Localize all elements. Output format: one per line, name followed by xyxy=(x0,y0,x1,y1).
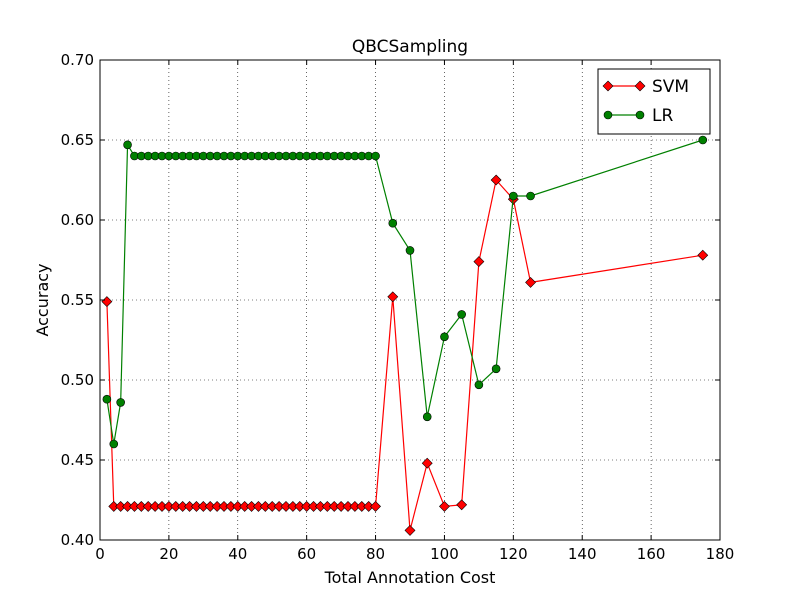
data-point-svm xyxy=(370,500,381,512)
legend-label-svm: SVM xyxy=(652,77,689,97)
data-point-lr xyxy=(474,380,484,390)
data-point-lr xyxy=(491,364,501,374)
data-point-svm xyxy=(404,524,416,536)
x-tick-label: 80 xyxy=(366,545,385,563)
data-point-lr xyxy=(102,394,112,404)
y-tick-label: 0.60 xyxy=(61,211,94,229)
data-point-svm xyxy=(697,249,709,261)
x-tick-label: 140 xyxy=(568,545,597,563)
x-tick-label: 60 xyxy=(297,545,316,563)
data-point-lr xyxy=(123,140,132,150)
legend-box xyxy=(597,68,711,135)
data-point-lr xyxy=(457,310,466,319)
data-point-lr xyxy=(371,151,380,161)
series-lr xyxy=(102,135,708,449)
data-point-lr xyxy=(116,398,125,407)
series-svm xyxy=(101,174,709,536)
data-point-lr xyxy=(422,412,432,422)
data-point-svm xyxy=(387,291,399,303)
grid xyxy=(100,60,720,540)
data-point-svm xyxy=(525,276,536,288)
legend-item-svm: SVM xyxy=(602,77,689,97)
data-point-svm xyxy=(456,499,468,511)
ticks: 0 20 40 60 80 100 120 140 160 180 0.40 0.45 0.50 0.55… xyxy=(61,51,735,563)
data-point-lr xyxy=(440,332,449,342)
y-tick-label: 0.40 xyxy=(61,531,94,549)
y-tick-label: 0.50 xyxy=(61,371,94,389)
chart-title: QBCSampling xyxy=(352,37,468,57)
legend-marker-lr xyxy=(603,110,613,120)
data-point-lr xyxy=(109,439,119,449)
data-point-svm xyxy=(490,174,502,186)
data-point-lr xyxy=(405,246,415,255)
series-layer xyxy=(101,135,709,536)
y-tick-label: 0.45 xyxy=(61,451,94,469)
data-point-lr xyxy=(698,135,708,145)
data-point-lr xyxy=(509,191,518,201)
data-point-lr xyxy=(526,191,535,201)
data-point-lr xyxy=(388,218,398,228)
y-tick-label: 0.70 xyxy=(61,51,94,69)
legend-label-lr: LR xyxy=(652,106,673,126)
legend-marker-lr xyxy=(635,110,645,120)
legend: SVM LR xyxy=(597,68,711,135)
x-tick-label: 40 xyxy=(228,545,247,563)
x-tick-label: 180 xyxy=(706,545,735,563)
x-tick-label: 20 xyxy=(159,545,178,563)
legend-item-lr: LR xyxy=(603,106,673,126)
x-tick-label: 0 xyxy=(95,545,105,563)
data-point-svm xyxy=(473,256,485,268)
y-tick-label: 0.55 xyxy=(61,291,94,309)
y-tick-label: 0.65 xyxy=(61,131,94,149)
x-tick-label: 120 xyxy=(499,545,528,563)
legend-marker-svm xyxy=(602,80,614,92)
data-point-svm xyxy=(439,500,450,512)
legend-marker-svm xyxy=(634,80,646,92)
x-tick-label: 160 xyxy=(637,545,666,563)
data-point-svm xyxy=(421,457,433,469)
y-axis-label: Accuracy xyxy=(33,263,52,336)
x-axis-label: Total Annotation Cost xyxy=(324,568,496,587)
x-tick-label: 100 xyxy=(430,545,459,563)
